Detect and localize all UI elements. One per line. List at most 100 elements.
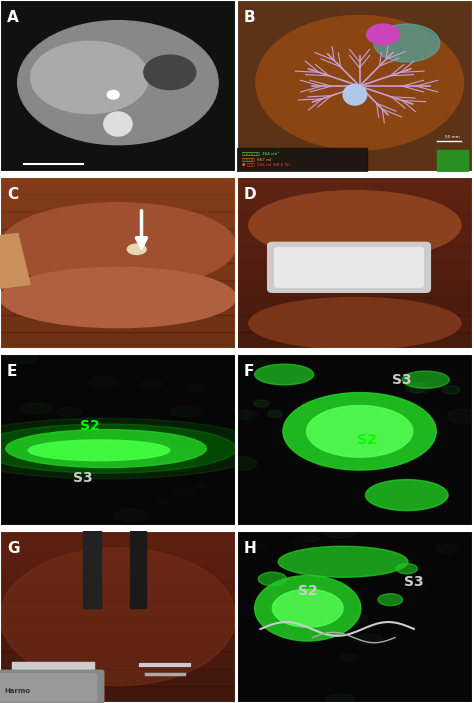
Ellipse shape (255, 543, 270, 548)
Bar (0, 617, 236, 634)
Bar (0, 565, 236, 582)
Bar (0, 669, 236, 686)
Ellipse shape (0, 548, 236, 686)
Bar (438, 150, 468, 171)
Ellipse shape (268, 411, 282, 418)
Ellipse shape (237, 411, 256, 420)
Ellipse shape (0, 418, 266, 479)
Ellipse shape (21, 403, 52, 414)
Ellipse shape (0, 424, 237, 473)
Ellipse shape (20, 445, 40, 452)
Ellipse shape (196, 484, 207, 488)
Text: ● 肝腫瘤  556 ml (88.5 %): ● 肝腫瘤 556 ml (88.5 %) (242, 162, 290, 167)
Ellipse shape (228, 457, 256, 470)
Ellipse shape (56, 408, 82, 417)
Ellipse shape (378, 593, 402, 606)
Bar (237, 246, 473, 263)
Bar (0, 212, 236, 228)
Text: Harmo: Harmo (5, 688, 31, 694)
Bar (24, 673, 90, 683)
Text: B: B (244, 11, 255, 25)
Text: S2: S2 (80, 419, 100, 433)
Bar (237, 280, 473, 297)
Ellipse shape (144, 55, 196, 89)
Ellipse shape (249, 297, 461, 349)
Ellipse shape (307, 406, 413, 457)
Ellipse shape (353, 634, 383, 645)
Bar (0, 228, 236, 246)
Bar (237, 263, 473, 280)
Ellipse shape (0, 267, 236, 328)
Ellipse shape (336, 613, 367, 624)
Ellipse shape (278, 546, 408, 577)
Text: C: C (7, 187, 18, 202)
Ellipse shape (367, 24, 400, 45)
Text: S2: S2 (357, 433, 376, 447)
Text: S3: S3 (392, 373, 412, 387)
Ellipse shape (410, 586, 428, 593)
Ellipse shape (301, 401, 317, 408)
Bar (237, 177, 473, 194)
Bar (0, 651, 236, 669)
Bar (0, 263, 236, 280)
Bar (237, 332, 473, 349)
Text: D: D (244, 187, 257, 202)
Ellipse shape (326, 694, 355, 703)
Bar (0, 634, 236, 651)
Ellipse shape (324, 527, 355, 538)
Ellipse shape (141, 380, 163, 388)
Bar (0, 297, 236, 315)
Bar (0, 686, 236, 703)
Bar (237, 315, 473, 332)
Ellipse shape (137, 426, 162, 435)
Ellipse shape (0, 202, 236, 289)
Ellipse shape (165, 444, 200, 457)
Ellipse shape (264, 605, 276, 610)
Ellipse shape (304, 536, 320, 542)
Ellipse shape (23, 441, 38, 447)
Bar (0, 246, 236, 263)
Text: S2: S2 (298, 584, 318, 598)
Ellipse shape (31, 41, 148, 114)
Text: H: H (244, 541, 257, 556)
FancyBboxPatch shape (268, 243, 430, 292)
Ellipse shape (128, 244, 146, 254)
Bar (82, 526, 101, 608)
Ellipse shape (154, 499, 168, 505)
Text: S3: S3 (404, 576, 424, 589)
Ellipse shape (160, 458, 197, 472)
Ellipse shape (436, 545, 458, 553)
Text: 正常肝容量  967 ml: 正常肝容量 967 ml (242, 157, 271, 161)
Ellipse shape (172, 489, 195, 497)
Ellipse shape (333, 424, 351, 433)
Ellipse shape (171, 406, 200, 417)
Text: G: G (7, 541, 19, 556)
Ellipse shape (291, 539, 304, 544)
Bar (0, 582, 236, 600)
Ellipse shape (361, 427, 387, 439)
Text: 肝臓の部分容量  364 cm³: 肝臓の部分容量 364 cm³ (242, 152, 279, 156)
Ellipse shape (448, 409, 474, 424)
Ellipse shape (89, 378, 118, 388)
Bar (0, 531, 236, 548)
Bar (0, 332, 236, 349)
Ellipse shape (255, 576, 361, 641)
Text: S3: S3 (73, 471, 92, 485)
Ellipse shape (443, 386, 460, 394)
Bar (0, 548, 236, 565)
Ellipse shape (0, 448, 15, 453)
Ellipse shape (378, 418, 409, 433)
Bar (0, 233, 30, 289)
Bar (130, 531, 146, 608)
Ellipse shape (145, 440, 170, 450)
Bar (237, 228, 473, 246)
Ellipse shape (396, 564, 418, 574)
Text: A: A (7, 11, 19, 25)
Ellipse shape (256, 15, 464, 150)
Bar (0, 177, 236, 194)
Ellipse shape (104, 112, 132, 136)
Bar (0, 194, 236, 212)
Text: E: E (7, 364, 18, 379)
Ellipse shape (410, 382, 431, 393)
Bar (0, 315, 236, 332)
